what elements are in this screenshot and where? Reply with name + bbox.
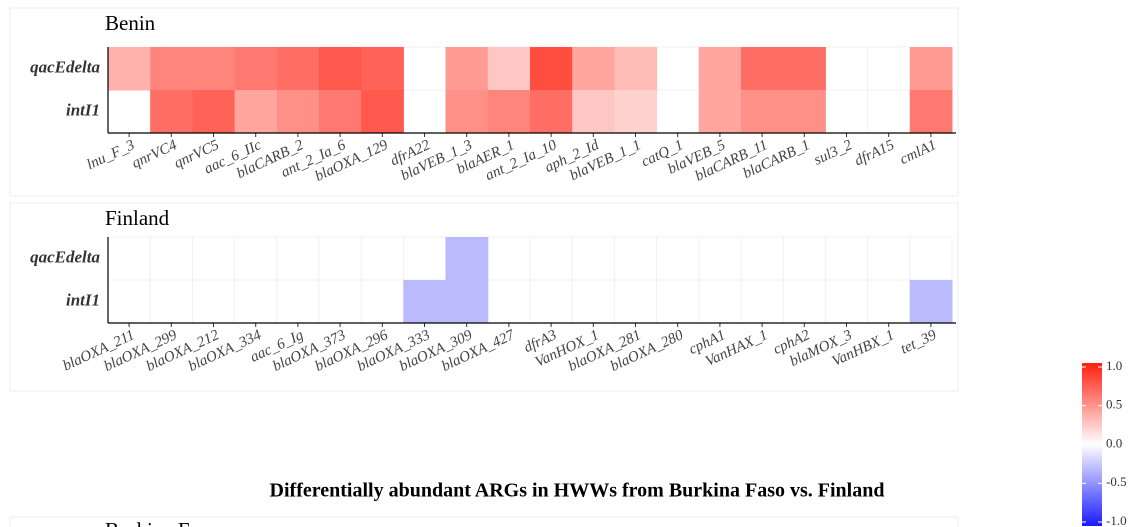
row-label: qacEdelta	[30, 57, 100, 76]
panel-title: Benin	[105, 11, 156, 35]
heat-cell	[572, 47, 615, 91]
heat-cell	[150, 90, 193, 134]
heat-cell	[319, 47, 362, 91]
panel-frame	[9, 7, 959, 197]
heat-cell	[445, 280, 489, 324]
x-tick-label: qnrVC4	[130, 137, 180, 172]
heat-cell	[698, 47, 742, 91]
figure-title: Differentially abundant ARGs in HWWs fro…	[270, 480, 885, 502]
x-tick-label: tet_39	[898, 327, 939, 358]
colorbar-label: 0.5	[1106, 397, 1122, 412]
heat-cell	[698, 90, 742, 134]
heat-cell	[234, 90, 278, 134]
x-tick-label: dfrA15	[852, 137, 897, 169]
colorbar-label: 0.0	[1106, 435, 1122, 450]
heat-cell	[487, 90, 531, 134]
heat-cell	[530, 47, 573, 91]
heat-cell	[783, 90, 826, 134]
heat-cell	[614, 47, 658, 91]
heat-cell	[445, 47, 489, 91]
heat-cell	[445, 90, 489, 134]
x-tick-label: cmlA1	[898, 137, 939, 168]
heat-cell	[741, 90, 784, 134]
colorbar-label: 1.0	[1106, 358, 1122, 373]
heat-cell	[150, 47, 193, 91]
heat-cell	[909, 90, 953, 134]
heat-cell	[403, 280, 447, 324]
heat-cell	[614, 90, 658, 134]
heat-cell	[445, 237, 489, 281]
row-label: qacEdelta	[30, 247, 100, 266]
heat-cell	[741, 47, 784, 91]
row-label: intI1	[66, 100, 100, 119]
heat-cell	[909, 280, 953, 324]
heat-cell	[276, 47, 320, 91]
heat-cell	[192, 47, 236, 91]
colorbar-label: -1.0	[1106, 513, 1127, 527]
x-tick-label: sul3_2	[812, 137, 855, 169]
heat-cell	[361, 90, 404, 134]
panel-title: Burkina Faso	[105, 518, 218, 527]
x-tick-label: lnu_F_3	[84, 137, 137, 173]
heat-cell	[108, 47, 151, 91]
heat-cell	[487, 47, 531, 91]
heat-cell	[234, 47, 278, 91]
colorbar-label: -0.5	[1106, 474, 1127, 489]
heat-cell	[276, 90, 320, 134]
colorbar	[1082, 363, 1102, 526]
panel-frame	[9, 516, 959, 527]
heat-cell	[572, 90, 615, 134]
panel-frame	[9, 202, 959, 392]
heat-cell	[361, 47, 404, 91]
panel-title: Finland	[105, 206, 170, 230]
heat-cell	[192, 90, 236, 134]
row-label: intI1	[66, 290, 100, 309]
heat-cell	[319, 90, 362, 134]
heat-cell	[909, 47, 953, 91]
heat-cell	[783, 47, 826, 91]
heat-cell	[530, 90, 573, 134]
